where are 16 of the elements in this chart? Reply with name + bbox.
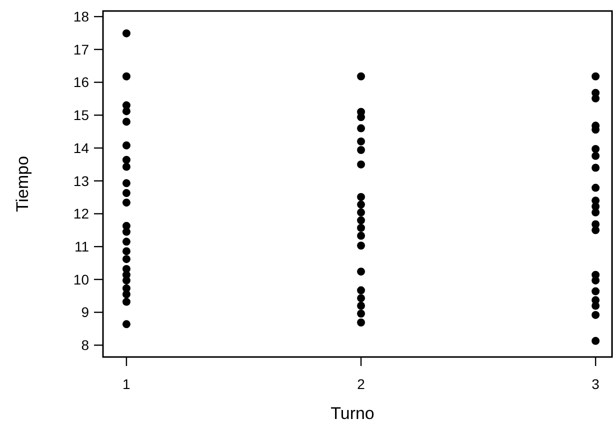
y-tick-label: 15 [73,107,90,124]
y-tick-label: 9 [81,304,90,320]
x-axis-title: Turno [330,404,374,423]
y-tick-label: 18 [73,8,90,24]
y-axis-title: Tiempo [13,156,32,212]
x-tick-label: 2 [357,376,366,392]
y-tick-label: 17 [73,41,90,58]
y-tick-label: 11 [74,238,90,254]
x-tick-label: 3 [592,376,600,392]
y-tick-label: 8 [81,337,90,354]
x-tick-label: 1 [122,376,131,392]
y-tick-label: 14 [73,140,90,156]
y-tick-label: 10 [73,271,90,288]
y-tick-label: 16 [73,74,90,90]
y-tick-label: 12 [73,206,90,222]
y-tick-label: 13 [73,172,90,189]
